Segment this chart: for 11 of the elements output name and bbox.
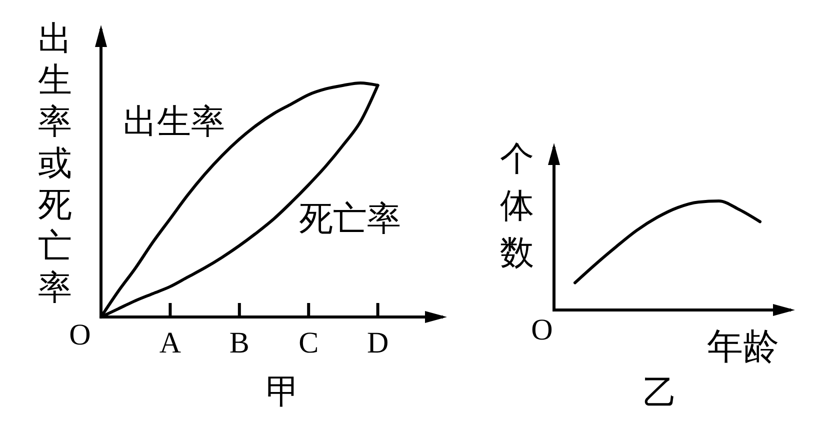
y-axis-title: 个体数 (500, 139, 534, 273)
text: O (69, 318, 91, 352)
text: 甲 (266, 372, 300, 412)
x-tick-label: C (298, 326, 319, 360)
x-tick-label: A (159, 326, 182, 360)
x-axis-title: 年龄 (707, 326, 779, 368)
text: 乙 (643, 373, 677, 413)
x-tick-label: D (366, 326, 389, 360)
x-tick-label: B (229, 326, 250, 360)
y-axis-title: 出生率或死亡率 (38, 19, 72, 308)
text: O (531, 314, 553, 346)
